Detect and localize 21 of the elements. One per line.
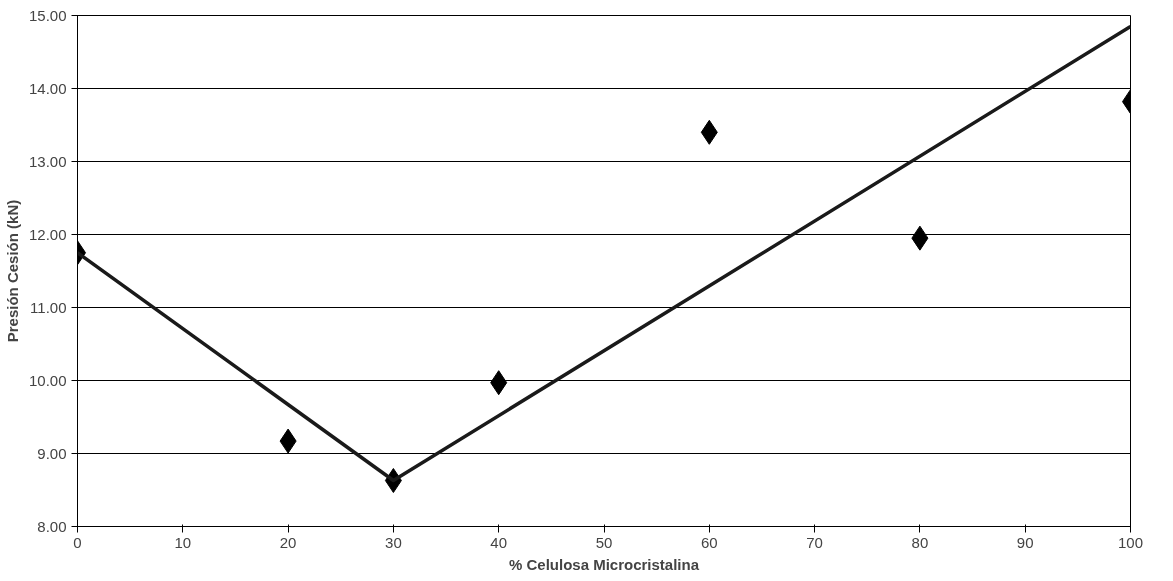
x-tick-label: 0 — [73, 533, 82, 551]
y-tick-label: 15.00 — [28, 6, 67, 24]
x-tick-label: 10 — [174, 533, 192, 551]
y-tick-label: 10.00 — [28, 371, 67, 389]
x-tick-label: 40 — [490, 533, 508, 551]
x-tick-label: 100 — [1117, 533, 1144, 551]
x-tick-label: 70 — [806, 533, 823, 551]
y-tick-label: 12.00 — [28, 225, 67, 243]
y-tick-label: 8.00 — [37, 517, 67, 535]
x-tick-label: 60 — [700, 533, 718, 551]
y-axis-title: Presión Cesión (kN) — [3, 199, 21, 343]
y-tick-label: 14.00 — [28, 79, 67, 97]
x-axis-title: % Celulosa Microcristalina — [508, 555, 700, 573]
x-tick-label: 30 — [385, 533, 402, 551]
y-tick-label: 11.00 — [30, 298, 67, 316]
y-tick-label: 9.00 — [37, 444, 67, 462]
x-tick-label: 20 — [279, 533, 297, 551]
x-tick-label: 90 — [1016, 533, 1034, 551]
x-tick-label: 50 — [595, 533, 613, 551]
x-tick-label: 80 — [911, 533, 929, 551]
y-tick-label: 13.00 — [28, 152, 67, 170]
